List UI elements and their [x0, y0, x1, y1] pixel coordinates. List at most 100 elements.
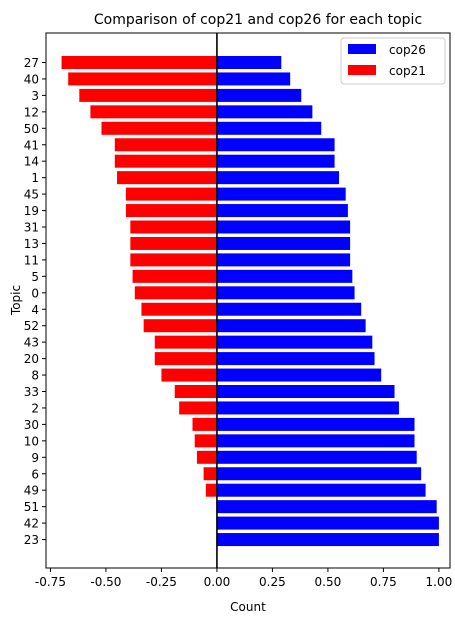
bar-cop26-topic-9: [216, 450, 417, 464]
y-tick-label: 6: [31, 467, 39, 481]
y-tick-label: 41: [24, 138, 39, 152]
y-tick-label: 45: [24, 188, 39, 202]
bar-cop21-topic-19: [125, 204, 217, 218]
y-tick-label: 8: [31, 369, 39, 383]
x-tick-label: 1.00: [426, 575, 453, 589]
y-tick-label: 43: [24, 336, 39, 350]
y-tick-label: 13: [24, 237, 39, 251]
bar-cop21-topic-40: [68, 72, 217, 86]
bar-cop21-topic-13: [130, 236, 217, 250]
bar-cop26-topic-51: [216, 500, 437, 514]
legend-swatch-cop26: [348, 44, 376, 54]
bar-cop21-topic-8: [161, 368, 217, 382]
bar-cop21-topic-3: [79, 88, 217, 102]
bar-cop21-topic-0: [134, 286, 217, 300]
bar-cop21-topic-50: [101, 121, 217, 135]
bar-cop21-topic-1: [117, 171, 217, 185]
bar-cop21-topic-27: [61, 56, 217, 69]
legend: cop26 cop21: [340, 37, 446, 85]
y-tick-label: 30: [24, 418, 39, 432]
y-axis-label: Topic: [9, 285, 23, 316]
bar-cop26-topic-5: [216, 269, 353, 283]
bar-cop26-topic-30: [216, 417, 415, 431]
legend-label-cop21: cop21: [389, 64, 426, 78]
y-tick-label: 52: [24, 319, 39, 333]
bar-cop26-topic-20: [216, 352, 375, 366]
bar-cop21-topic-31: [130, 220, 217, 234]
y-tick-label: 5: [31, 270, 39, 284]
bar-cop26-topic-52: [216, 319, 366, 333]
x-tick-label: -0.75: [35, 575, 66, 589]
bar-cop21-topic-30: [192, 417, 217, 431]
plot-frame: [45, 32, 451, 569]
bar-cop26-topic-43: [216, 335, 373, 349]
x-tick-label: 0.75: [370, 575, 397, 589]
bar-cop26-topic-3: [216, 88, 302, 102]
bar-cop26-topic-49: [216, 483, 426, 497]
bar-cop21-topic-12: [90, 105, 217, 119]
x-tick-label: -0.50: [90, 575, 121, 589]
legend-label-cop26: cop26: [389, 43, 426, 57]
bar-cop21-topic-43: [154, 335, 217, 349]
bar-cop26-topic-33: [216, 385, 395, 398]
y-tick-label: 9: [31, 451, 39, 465]
bar-cop21-topic-33: [174, 385, 217, 398]
bar-cop26-topic-2: [216, 401, 399, 415]
bar-cop26-topic-13: [216, 236, 351, 250]
legend-swatch-cop21: [348, 65, 376, 75]
bar-cop26-topic-0: [216, 286, 355, 300]
bar-cop26-topic-6: [216, 467, 422, 481]
y-tick-label: 20: [24, 352, 39, 366]
bar-cop26-topic-11: [216, 253, 351, 267]
bar-cop21-topic-49: [205, 483, 217, 497]
y-tick-label: 19: [24, 204, 39, 218]
bar-cop26-topic-8: [216, 368, 382, 382]
bar-cop21-topic-20: [154, 352, 217, 366]
bars-layer: [61, 56, 439, 547]
bar-cop21-topic-14: [114, 154, 217, 168]
y-tick-label: 40: [24, 72, 39, 86]
x-axis: -0.75 -0.50 -0.25 0.00 0.25 0.50 0.75 1.00: [35, 568, 452, 589]
y-axis: 2740312504114145193113115045243208332301…: [24, 56, 46, 547]
bar-cop26-topic-27: [216, 56, 282, 69]
bar-cop26-topic-1: [216, 171, 340, 185]
bar-cop26-topic-19: [216, 204, 348, 218]
bar-cop26-topic-10: [216, 434, 415, 448]
bar-cop21-topic-11: [130, 253, 217, 267]
bar-cop26-topic-4: [216, 302, 362, 316]
x-axis-label: Count: [230, 600, 266, 614]
bar-cop26-topic-23: [216, 533, 439, 547]
y-tick-label: 12: [24, 105, 39, 119]
y-tick-label: 2: [31, 401, 39, 415]
bar-cop21-topic-52: [143, 319, 217, 333]
x-tick-label: 0.25: [259, 575, 286, 589]
bar-cop21-topic-9: [196, 450, 217, 464]
bar-cop26-topic-45: [216, 187, 346, 201]
y-tick-label: 3: [31, 89, 39, 103]
y-tick-label: 23: [24, 533, 39, 547]
y-tick-label: 10: [24, 434, 39, 448]
bar-cop26-topic-31: [216, 220, 351, 234]
bar-cop26-topic-12: [216, 105, 313, 119]
bar-cop21-topic-6: [203, 467, 217, 481]
y-tick-label: 14: [24, 155, 39, 169]
chart-title: Comparison of cop21 and cop26 for each t…: [94, 12, 422, 28]
y-tick-label: 50: [24, 122, 39, 136]
bar-cop26-topic-42: [216, 516, 439, 530]
y-tick-label: 49: [24, 484, 39, 498]
bar-cop26-topic-14: [216, 154, 335, 168]
y-tick-label: 27: [24, 56, 39, 70]
x-tick-label: 0.50: [315, 575, 342, 589]
bar-cop21-topic-10: [194, 434, 217, 448]
bar-cop21-topic-45: [125, 187, 217, 201]
y-tick-label: 11: [24, 253, 39, 267]
bar-cop21-topic-41: [114, 138, 217, 152]
bar-cop26-topic-41: [216, 138, 335, 152]
x-tick-label: 0.00: [204, 575, 231, 589]
y-tick-label: 4: [31, 303, 39, 317]
y-tick-label: 33: [24, 385, 39, 399]
bar-cop21-topic-2: [179, 401, 217, 415]
y-tick-label: 1: [31, 171, 39, 185]
bar-cop26-topic-50: [216, 121, 322, 135]
